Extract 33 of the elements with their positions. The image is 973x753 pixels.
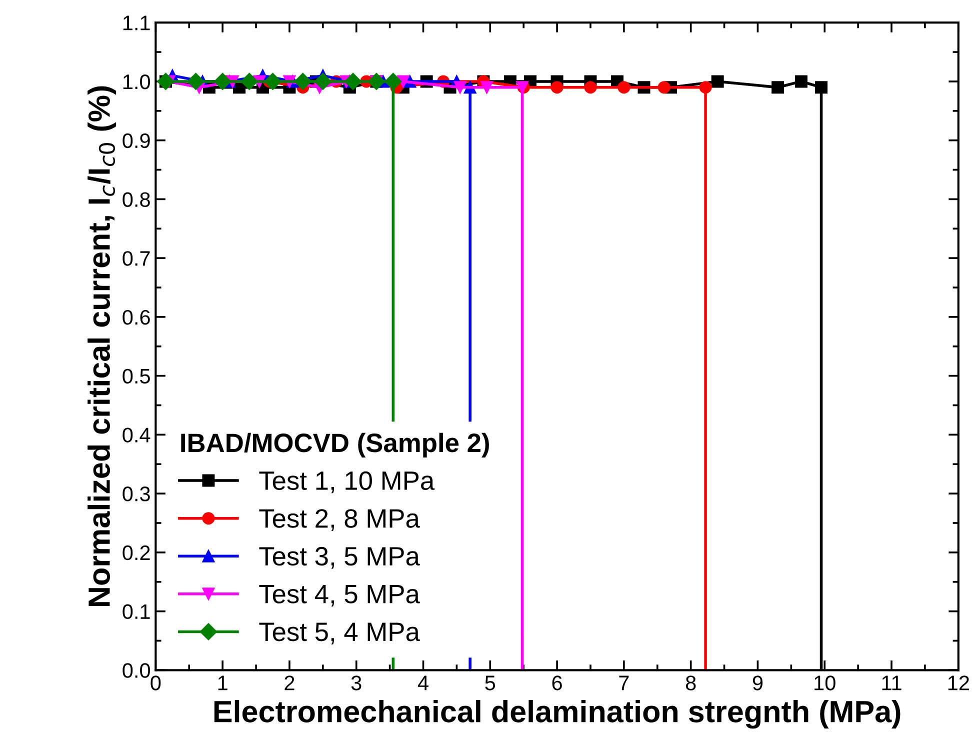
legend-label: Test 2, 8 MPa [259, 509, 420, 531]
y-tick-label: 0.0 [122, 663, 150, 678]
y-tick-label: 0.4 [122, 428, 150, 442]
x-tick-label: 2 [284, 676, 294, 690]
legend-label: Test 3, 5 MPa [259, 546, 420, 569]
x-tick-label: 4 [418, 676, 428, 690]
x-tick-label: 0 [150, 676, 161, 690]
x-tick-label: 8 [686, 676, 696, 690]
y-tick-label: 0.7 [122, 251, 150, 266]
legend-label: Test 5, 4 MPa [259, 622, 420, 644]
y-tick-label: 0.9 [122, 133, 150, 148]
y-tick-label: 0.6 [122, 310, 150, 325]
y-tick-label: 0.5 [122, 368, 150, 384]
legend-title: IBAD/MOCVD (Sample 2) [181, 432, 489, 458]
legend-label: Test 4, 5 MPa [259, 584, 420, 607]
y-axis-title: Normalized critical current, I$_{c}$/I$_{c0}$ (%) [88, 86, 116, 606]
x-tick-label: 9 [752, 676, 763, 690]
x-tick-label: 3 [351, 676, 362, 690]
y-tick-label: 0.1 [122, 604, 150, 620]
x-tick-label: 12 [948, 676, 969, 690]
y-tick-label: 0.2 [122, 545, 150, 560]
x-tick-label: 11 [882, 676, 902, 690]
x-tick-label: 7 [619, 676, 629, 690]
y-tick-label: 0.3 [122, 486, 150, 502]
x-tick-label: 1 [218, 676, 228, 690]
legend-label: Test 1, 10 MPa [259, 471, 435, 494]
x-tick-label: 10 [814, 676, 836, 690]
x-tick-label: 6 [552, 676, 562, 690]
y-tick-label: 0.8 [122, 192, 150, 207]
y-tick-label: 1.0 [123, 74, 150, 90]
x-tick-label: 5 [485, 676, 496, 690]
y-tick-label: 1.1 [123, 16, 150, 30]
x-axis-title: Electromechanical delamination stregnth (MPa) [214, 700, 900, 729]
